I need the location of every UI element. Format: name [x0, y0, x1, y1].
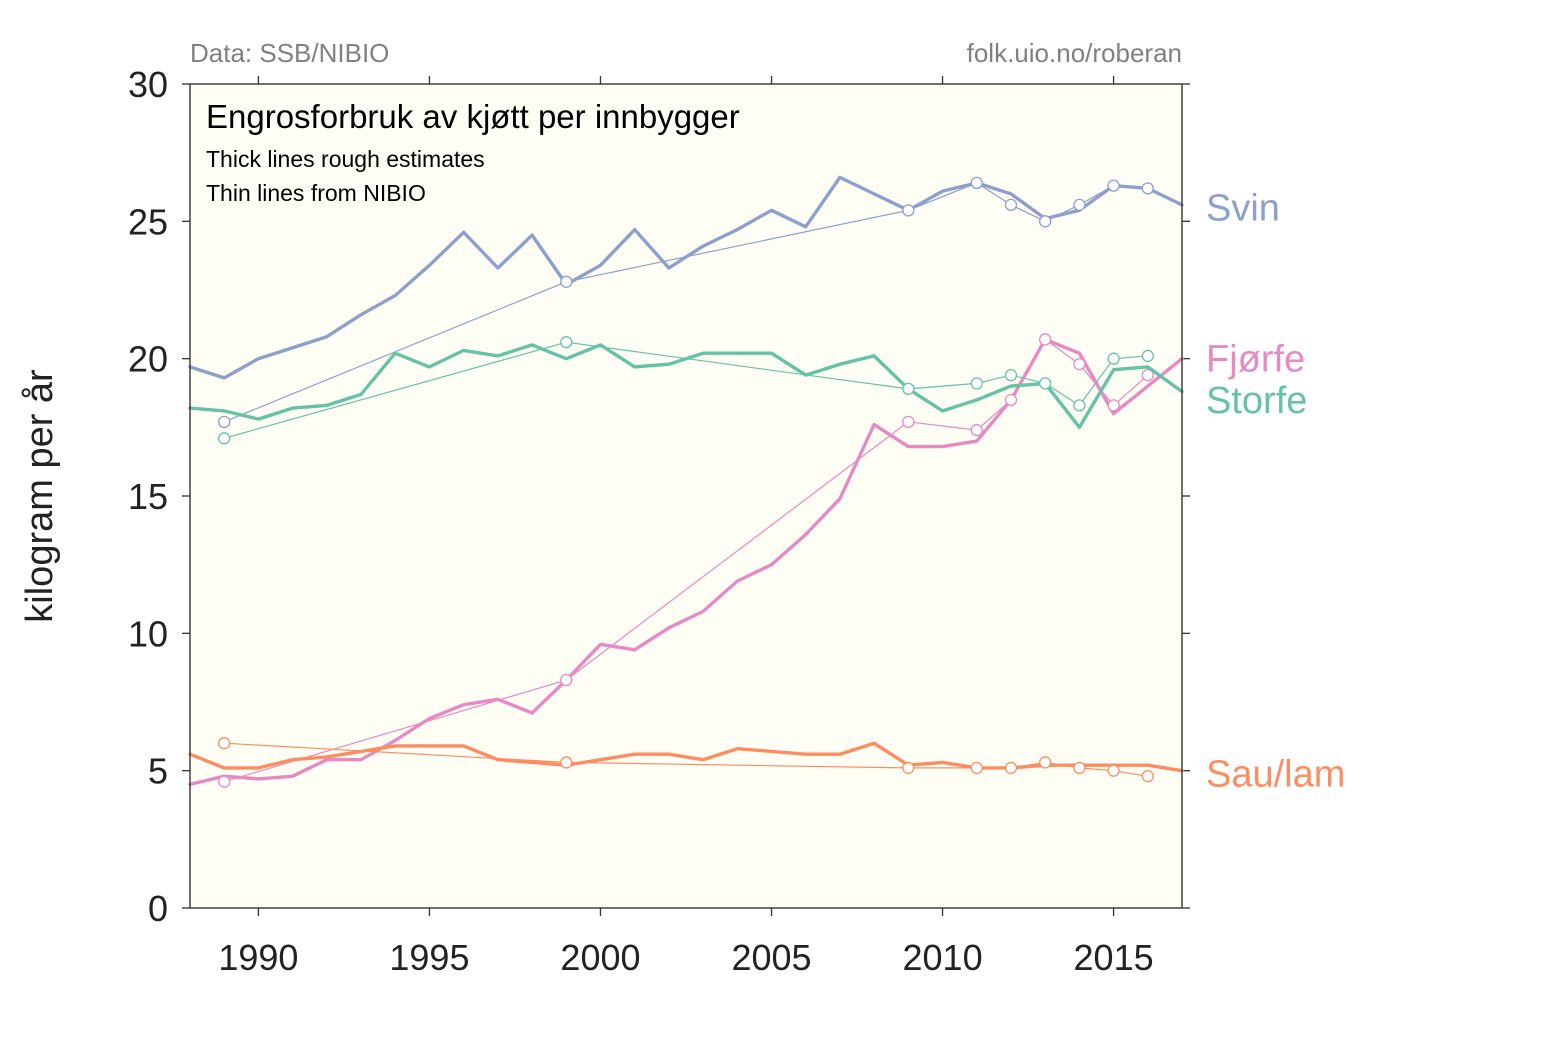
series-point [1039, 333, 1052, 346]
series-point [1141, 368, 1154, 382]
y-tick-label: 5 [148, 751, 168, 792]
y-tick-label: 30 [128, 64, 168, 105]
series-point [1004, 761, 1018, 775]
series-point [1107, 764, 1120, 777]
plot-frame [189, 83, 1183, 909]
series-point [1107, 179, 1120, 192]
x-tick-label: 2005 [731, 937, 811, 978]
series-point [1141, 349, 1154, 363]
series-thick-line [188, 337, 1184, 787]
series-3: Sau/lam [188, 737, 1345, 795]
series-point [218, 432, 231, 445]
author-url-label: folk.uio.no/roberan [967, 38, 1182, 68]
data-source-label: Data: SSB/NIBIO [190, 38, 389, 68]
series-label: Fjørfe [1206, 339, 1305, 381]
y-tick-label: 0 [148, 888, 168, 929]
series-point [218, 737, 231, 750]
x-tick-label: 2015 [1074, 937, 1154, 978]
series-point [970, 423, 983, 437]
series-point [560, 756, 573, 769]
series-point [1039, 215, 1052, 228]
axes: 0 5 10 15 20 25 30 1990 1995 2000 2005 2010 2015 [128, 64, 1190, 978]
y-axis-label: kilogram per år [19, 369, 61, 623]
series-2: Storfe [188, 336, 1307, 445]
chart-subtitle-line-2: Thin lines from NIBIO [206, 180, 426, 206]
chart-title: Engrosforbruk av kjøtt per innbygger [206, 98, 740, 135]
series-point [1107, 352, 1120, 365]
series-point [218, 415, 231, 428]
series-point [1141, 182, 1154, 195]
series-point [1073, 198, 1086, 212]
series-point [1004, 198, 1018, 212]
series-point [1107, 399, 1120, 412]
plot-area [190, 84, 1182, 908]
series-point [560, 673, 573, 687]
y-tick-label: 15 [128, 476, 168, 517]
x-tick-label: 2000 [560, 937, 640, 978]
series-point [1004, 368, 1018, 382]
series-point [902, 204, 915, 217]
series-point [1073, 358, 1086, 371]
y-tick-label: 20 [128, 339, 168, 380]
series-point [970, 377, 983, 390]
series-point [1039, 377, 1052, 390]
y-tick-label: 10 [128, 613, 168, 654]
x-tick-label: 1995 [389, 937, 469, 978]
series-label: Sau/lam [1206, 753, 1345, 795]
series-label: Svin [1206, 188, 1280, 230]
series-point [1073, 761, 1086, 775]
series-0: Svin [188, 175, 1280, 428]
series-thick-line [188, 175, 1184, 380]
x-tick-label: 2010 [903, 937, 983, 978]
series-point [902, 382, 915, 396]
series-point [218, 775, 231, 788]
x-tick-label: 1990 [218, 937, 298, 978]
series-label: Storfe [1206, 380, 1307, 422]
chart-subtitle-line-1: Thick lines rough estimates [206, 146, 485, 172]
series-point [560, 336, 573, 349]
series-point [1073, 399, 1086, 412]
series-thick-line [188, 343, 1184, 429]
series-point [902, 415, 915, 428]
y-tick-label: 25 [128, 201, 168, 242]
series-point [970, 176, 983, 190]
series-point [902, 761, 915, 775]
series-point [1141, 770, 1154, 783]
series-point [1004, 393, 1018, 407]
series-point [970, 761, 983, 775]
plot-border [189, 83, 1183, 909]
series-1: Fjørfe [188, 333, 1305, 788]
series-point [1039, 756, 1052, 769]
series-point [560, 275, 573, 288]
